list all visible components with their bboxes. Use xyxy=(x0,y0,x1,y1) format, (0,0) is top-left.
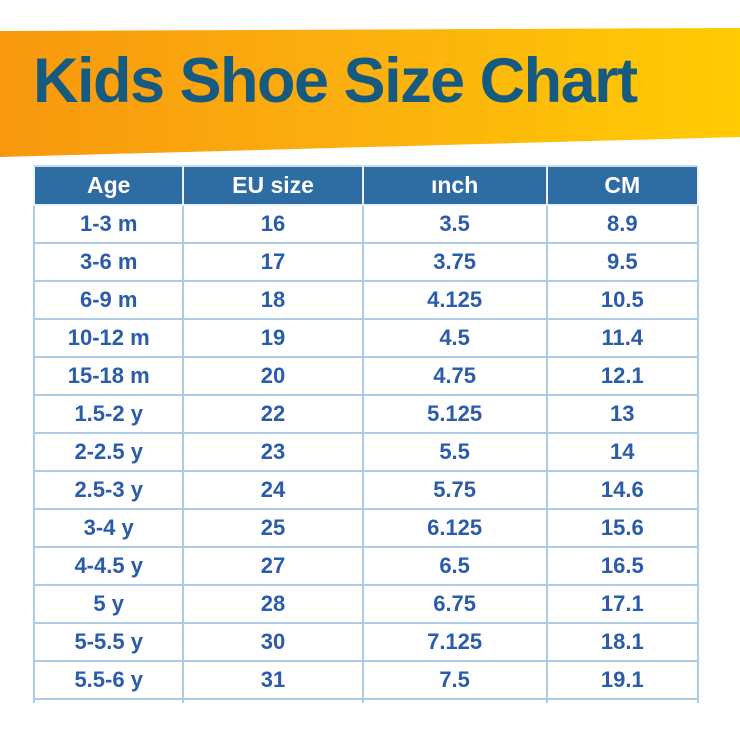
cell-age: 5.5-6 y xyxy=(32,660,185,700)
cell-age: 3-6 m xyxy=(32,242,185,282)
cell-inch: 7.5 xyxy=(361,660,548,700)
table-row: 1-3 m 16 3.5 8.9 xyxy=(32,204,700,244)
cell-cm: 9.5 xyxy=(545,242,700,282)
cell-eu: 31 xyxy=(182,660,364,700)
cell-cm: 15.6 xyxy=(545,508,700,548)
cell-inch: 5.5 xyxy=(361,432,548,472)
cell-eu: 22 xyxy=(182,394,364,434)
table-header-row: Age EU size ınch CM xyxy=(32,165,700,206)
cell-eu: 18 xyxy=(182,280,364,320)
table-row: 3-4 y 25 6.125 15.6 xyxy=(32,508,700,548)
table-row: 3-6 m 17 3.75 9.5 xyxy=(32,242,700,282)
cell-inch: 4.5 xyxy=(361,318,548,358)
cell-cm: 8.9 xyxy=(545,204,700,244)
shoe-size-table: Age EU size ınch CM 1-3 m 16 3.5 8.9 3-6… xyxy=(32,165,700,703)
cell-age: 1.5-2 y xyxy=(32,394,185,434)
page-title: Kids Shoe Size Chart xyxy=(33,46,638,116)
cell-age: 15-18 m xyxy=(32,356,185,396)
cell-age: 3-4 y xyxy=(32,508,185,548)
column-header-eu: EU size xyxy=(182,165,364,206)
cell-cm: 17.1 xyxy=(545,584,700,624)
table-row: 15-18 m 20 4.75 12.1 xyxy=(32,356,700,396)
table-row: 5-5.5 y 30 7.125 18.1 xyxy=(32,622,700,662)
cell-age: 5-5.5 y xyxy=(32,622,185,662)
cell-cm: 10.5 xyxy=(545,280,700,320)
cell-eu: 17 xyxy=(182,242,364,282)
column-header-cm: CM xyxy=(545,165,700,206)
table-row: 5 y 28 6.75 17.1 xyxy=(32,584,700,624)
cell-eu: 20 xyxy=(182,356,364,396)
cell-cm: 19.1 xyxy=(545,660,700,700)
table-row: 6-9 m 18 4.125 10.5 xyxy=(32,280,700,320)
cell-age: 6-9 m xyxy=(32,280,185,320)
cell-cm: 11.4 xyxy=(545,318,700,358)
cell-age: 4-4.5 y xyxy=(32,546,185,586)
cell-inch: 5.75 xyxy=(361,470,548,510)
cell-eu: 25 xyxy=(182,508,364,548)
cell-inch: 6.75 xyxy=(361,584,548,624)
cell-cm: 16.5 xyxy=(545,546,700,586)
title-banner xyxy=(0,28,740,157)
cell-age: 10-12 m xyxy=(32,318,185,358)
cell-inch: 3.75 xyxy=(361,242,548,282)
table-row: 5.5-6 y 31 7.5 19.1 xyxy=(32,660,700,700)
cell-eu: 23 xyxy=(182,432,364,472)
cell-inch: 7.125 xyxy=(361,622,548,662)
table-row: 4-4.5 y 27 6.5 16.5 xyxy=(32,546,700,586)
cell-age: 2.5-3 y xyxy=(32,470,185,510)
column-header-age: Age xyxy=(32,165,185,206)
cell-cm: 12.1 xyxy=(545,356,700,396)
cell-inch: 6.5 xyxy=(361,546,548,586)
cell-cm: 13 xyxy=(545,394,700,434)
cell-cm: 18.1 xyxy=(545,622,700,662)
cell-eu: 27 xyxy=(182,546,364,586)
cell-eu: 30 xyxy=(182,622,364,662)
cell-inch: 3.5 xyxy=(361,204,548,244)
cell-eu: 19 xyxy=(182,318,364,358)
cell-inch: 4.125 xyxy=(361,280,548,320)
cell-age: 1-3 m xyxy=(32,204,185,244)
table-row: 2.5-3 y 24 5.75 14.6 xyxy=(32,470,700,510)
cell-inch: 4.75 xyxy=(361,356,548,396)
cell-inch: 5.125 xyxy=(361,394,548,434)
table-row: 2-2.5 y 23 5.5 14 xyxy=(32,432,700,472)
column-header-inch: ınch xyxy=(361,165,548,206)
cell-cm: 14.6 xyxy=(545,470,700,510)
cell-eu: 28 xyxy=(182,584,364,624)
cell-inch: 6.125 xyxy=(361,508,548,548)
cell-age: 2-2.5 y xyxy=(32,432,185,472)
table-row: 10-12 m 19 4.5 11.4 xyxy=(32,318,700,358)
table-row: 1.5-2 y 22 5.125 13 xyxy=(32,394,700,434)
cell-cm: 14 xyxy=(545,432,700,472)
cell-eu: 24 xyxy=(182,470,364,510)
cell-eu: 16 xyxy=(182,204,364,244)
table-row-cropped xyxy=(32,698,700,703)
cell-age: 5 y xyxy=(32,584,185,624)
